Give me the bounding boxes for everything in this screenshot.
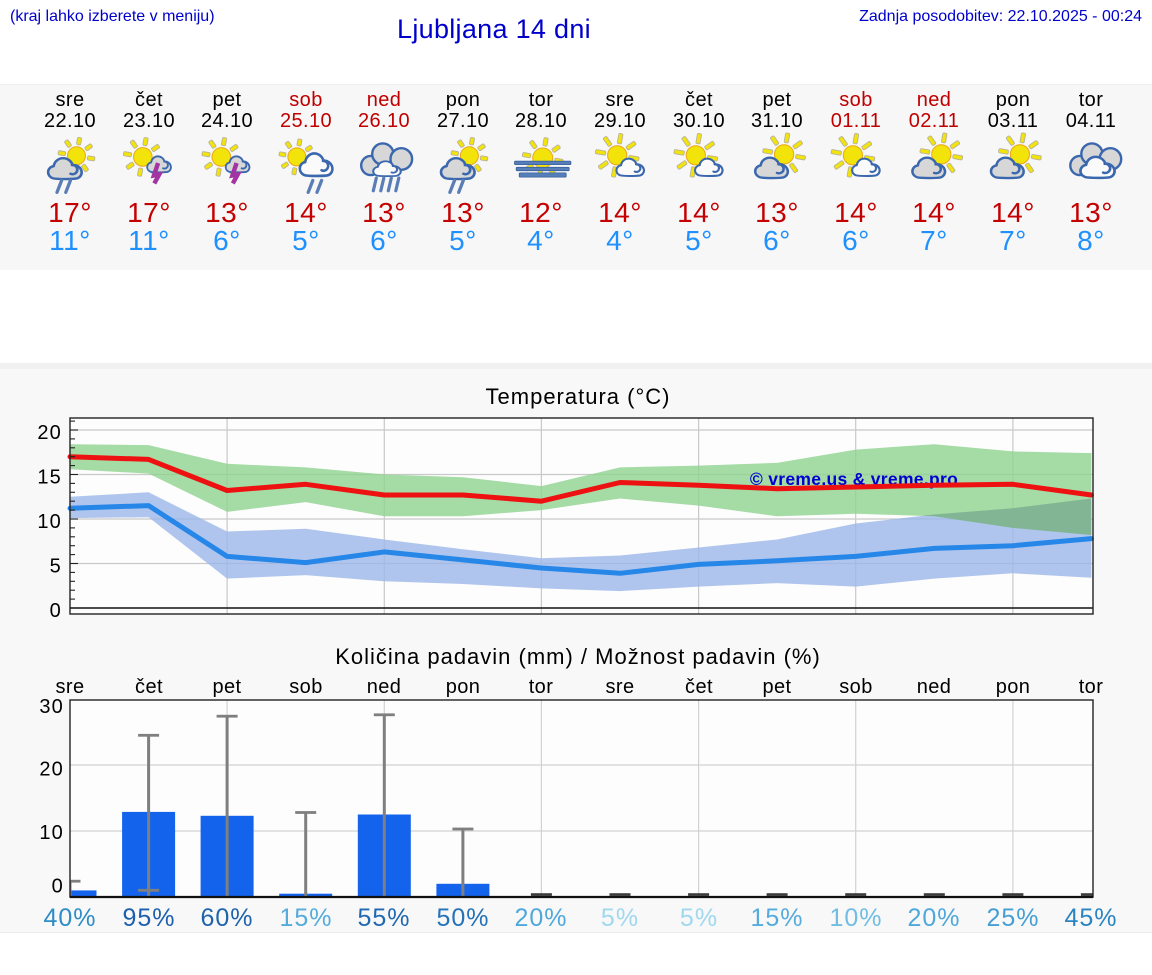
svg-text:10: 10 <box>39 822 64 844</box>
svg-text:20: 20 <box>39 759 64 781</box>
svg-text:0: 0 <box>52 876 64 898</box>
svg-text:5: 5 <box>50 556 62 578</box>
svg-text:0: 0 <box>50 600 62 620</box>
svg-text:30: 30 <box>39 696 64 718</box>
svg-text:10: 10 <box>37 511 62 533</box>
svg-text:15: 15 <box>37 467 62 489</box>
svg-text:20: 20 <box>37 422 62 444</box>
